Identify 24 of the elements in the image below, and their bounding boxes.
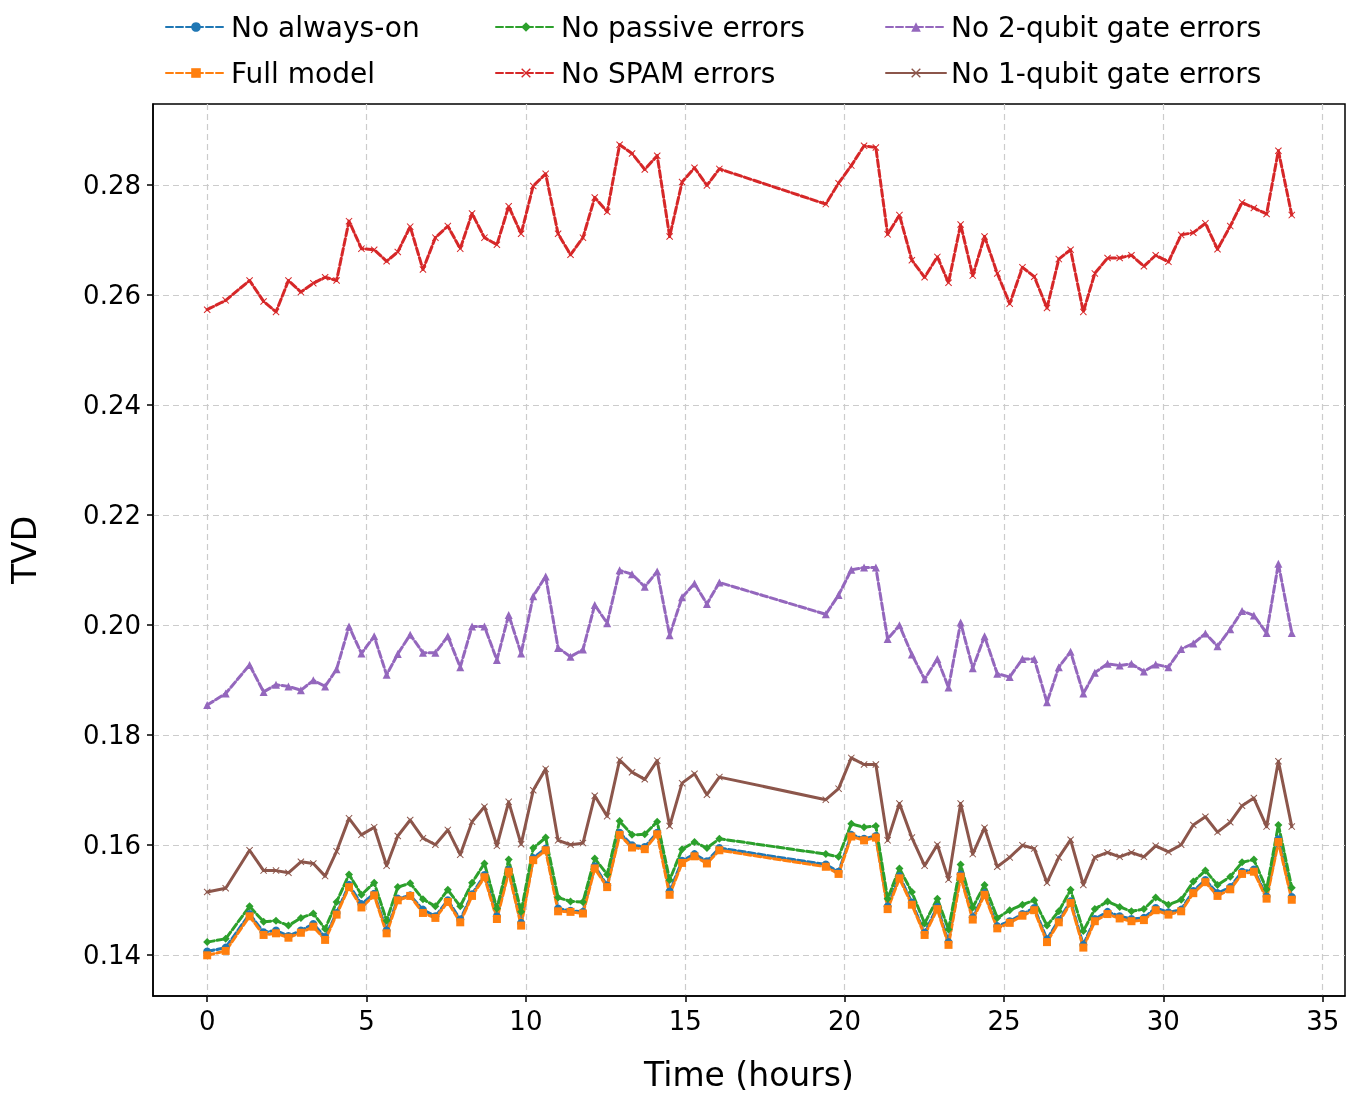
- y-tick-label: 0.28: [83, 169, 141, 200]
- y-tick-label: 0.20: [83, 609, 141, 640]
- y-tick-label: 0.26: [83, 279, 141, 310]
- x-tick-label: 30: [1146, 1006, 1180, 1036]
- y-tick-label: 0.16: [83, 829, 141, 860]
- y-tick-label: 0.22: [83, 499, 141, 530]
- x-tick-label: 35: [1306, 1006, 1340, 1036]
- x-tick-label: 10: [509, 1006, 543, 1036]
- x-tick-label: 20: [828, 1006, 862, 1036]
- y-tick-label: 0.18: [83, 719, 141, 750]
- y-tick-label: 0.24: [83, 389, 141, 420]
- y-tick-label: 0.14: [83, 939, 141, 970]
- x-tick-label: 5: [358, 1006, 375, 1036]
- legend-label: No passive errors: [561, 10, 805, 44]
- y-axis-title: TVD: [5, 515, 44, 586]
- legend-label: Full model: [231, 56, 375, 90]
- x-tick-label: 25: [987, 1006, 1021, 1036]
- x-axis-title: Time (hours): [643, 1055, 854, 1094]
- x-tick-label: 15: [668, 1006, 702, 1036]
- legend-label: No 1-qubit gate errors: [951, 56, 1262, 90]
- x-tick-label: 0: [198, 1006, 216, 1036]
- legend-label: No SPAM errors: [561, 56, 776, 90]
- legend-label: No always-on: [231, 10, 420, 44]
- legend-label: No 2-qubit gate errors: [951, 10, 1262, 44]
